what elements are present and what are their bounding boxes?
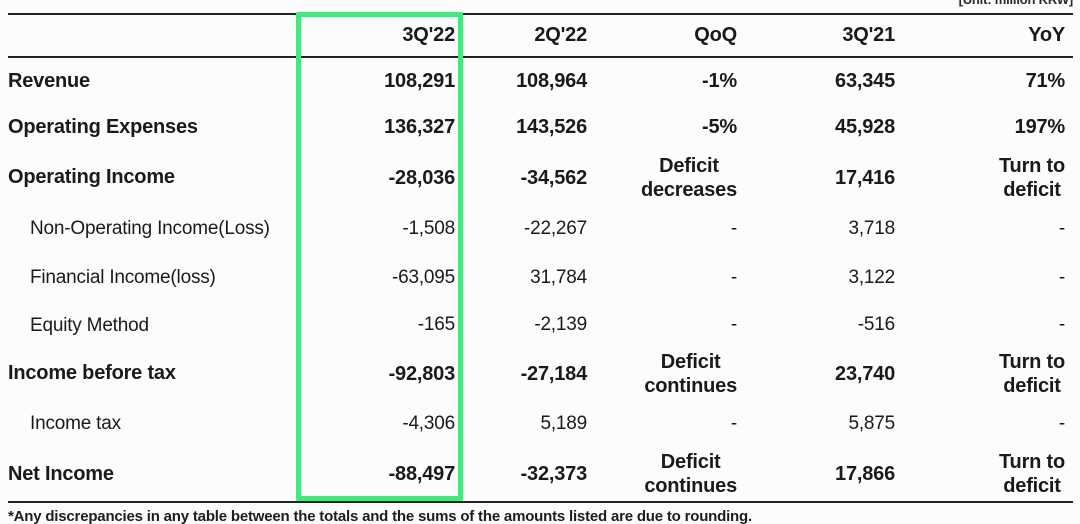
unit-label: [Unit: million KRW] bbox=[959, 0, 1074, 7]
cell-2q22: -2,139 bbox=[534, 314, 587, 335]
cell-3q22: 108,291 bbox=[384, 70, 455, 92]
cell-yoy: Turn to deficit bbox=[999, 154, 1065, 201]
footnote: *Any discrepancies in any table between … bbox=[8, 508, 752, 524]
table-row-operating-income: Operating Income -28,036 -34,562 Deficit… bbox=[8, 150, 1073, 205]
row-label: Income tax bbox=[30, 413, 121, 434]
cell-2q22: 31,784 bbox=[530, 266, 587, 288]
cell-yoy: - bbox=[1058, 314, 1065, 335]
cell-qoq: - bbox=[730, 314, 737, 335]
cell-qoq: -5% bbox=[702, 116, 737, 138]
table-row-income-before-tax: Income before tax -92,803 -27,184 Defici… bbox=[8, 347, 1073, 400]
row-label: Operating Income bbox=[8, 166, 175, 188]
cell-3q21: 3,718 bbox=[848, 217, 895, 239]
cell-3q21: 5,875 bbox=[848, 412, 895, 434]
cell-2q22: -22,267 bbox=[523, 217, 587, 239]
column-header-yoy: YoY bbox=[1028, 24, 1065, 46]
table-row-non-operating-income: Non-Operating Income(Loss) -1,508 -22,26… bbox=[8, 205, 1073, 252]
row-label: Equity Method bbox=[30, 314, 149, 336]
row-label: Financial Income(loss) bbox=[30, 267, 216, 288]
cell-yoy: - bbox=[1058, 217, 1065, 239]
column-header-blank bbox=[8, 14, 296, 57]
table-row-operating-expenses: Operating Expenses 136,327 143,526 -5% 4… bbox=[8, 104, 1073, 150]
cell-3q21: 63,345 bbox=[835, 70, 895, 92]
cell-yoy: 71% bbox=[1025, 70, 1066, 92]
cell-2q22: 143,526 bbox=[516, 116, 587, 138]
row-label: Non-Operating Income(Loss) bbox=[30, 218, 270, 239]
row-label: Net Income bbox=[8, 462, 114, 485]
cell-3q21: 17,416 bbox=[835, 166, 895, 189]
cell-2q22: 108,964 bbox=[516, 70, 587, 92]
cell-yoy: Turn to deficit bbox=[999, 451, 1065, 497]
row-label: Income before tax bbox=[8, 362, 176, 384]
cell-qoq: Deficit continues bbox=[644, 451, 737, 497]
cell-3q22: -165 bbox=[417, 314, 455, 335]
cell-yoy: Turn to deficit bbox=[999, 350, 1065, 397]
cell-qoq: Deficit decreases bbox=[640, 154, 737, 201]
cell-qoq: -1% bbox=[702, 70, 737, 92]
row-label: Revenue bbox=[8, 69, 90, 92]
cell-3q22: -28,036 bbox=[388, 166, 456, 189]
cell-2q22: -32,373 bbox=[520, 463, 588, 485]
cell-2q22: 5,189 bbox=[540, 412, 587, 434]
table-row-financial-income: Financial Income(loss) -63,095 31,784 - … bbox=[8, 252, 1073, 303]
financial-table-wrap: 3Q'22 2Q'22 QoQ 3Q'21 YoY Revenue 108,29… bbox=[8, 13, 1073, 503]
cell-3q22: -88,497 bbox=[388, 463, 456, 485]
cell-3q22: -1,508 bbox=[402, 217, 455, 239]
cell-qoq: - bbox=[730, 217, 737, 239]
cell-3q21: 45,928 bbox=[835, 116, 895, 138]
cell-3q22: 136,327 bbox=[384, 116, 455, 138]
column-header-3q22: 3Q'22 bbox=[402, 24, 455, 46]
cell-3q22: -63,095 bbox=[391, 266, 455, 288]
table-row-net-income: Net Income -88,497 -32,373 Deficit conti… bbox=[8, 447, 1073, 502]
cell-3q21: 3,122 bbox=[848, 266, 895, 288]
column-header-2q22: 2Q'22 bbox=[534, 24, 587, 46]
cell-3q22: -92,803 bbox=[388, 362, 456, 385]
cell-3q21: 17,866 bbox=[835, 463, 895, 485]
financial-results-table: 3Q'22 2Q'22 QoQ 3Q'21 YoY Revenue 108,29… bbox=[8, 13, 1073, 503]
cell-2q22: -27,184 bbox=[520, 362, 588, 385]
table-row-equity-method: Equity Method -165 -2,139 - -516 - bbox=[8, 303, 1073, 347]
cell-qoq: Deficit continues bbox=[644, 350, 737, 397]
cell-qoq: - bbox=[730, 412, 737, 434]
row-label: Operating Expenses bbox=[8, 115, 198, 138]
header-row: 3Q'22 2Q'22 QoQ 3Q'21 YoY bbox=[8, 14, 1073, 57]
cell-2q22: -34,562 bbox=[520, 166, 588, 189]
cell-qoq: - bbox=[730, 266, 737, 288]
table-row-income-tax: Income tax -4,306 5,189 - 5,875 - bbox=[8, 400, 1073, 447]
cell-yoy: - bbox=[1058, 412, 1065, 434]
cell-yoy: 197% bbox=[1014, 116, 1066, 138]
column-header-qoq: QoQ bbox=[694, 24, 737, 46]
cell-3q21: -516 bbox=[857, 314, 895, 335]
cell-yoy: - bbox=[1058, 266, 1065, 288]
column-header-3q21: 3Q'21 bbox=[842, 24, 895, 46]
cell-3q21: 23,740 bbox=[835, 362, 895, 385]
table-row-revenue: Revenue 108,291 108,964 -1% 63,345 71% bbox=[8, 57, 1073, 104]
cell-3q22: -4,306 bbox=[402, 412, 455, 434]
